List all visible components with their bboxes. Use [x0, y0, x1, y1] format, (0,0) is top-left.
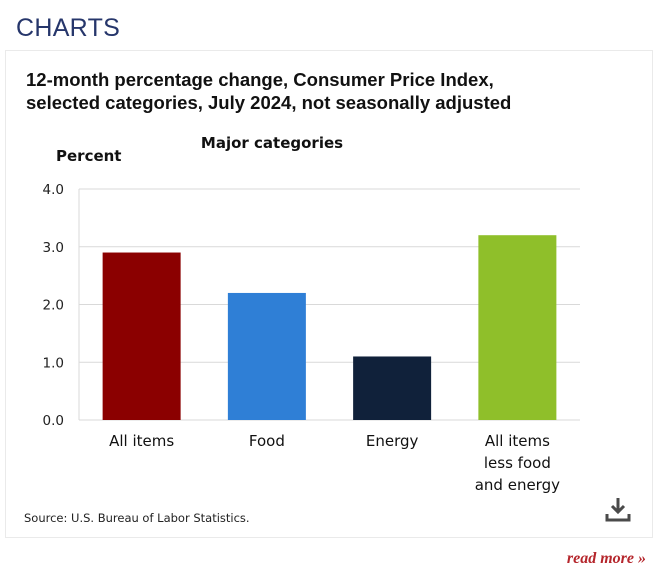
bars: [102, 235, 557, 420]
y-tick-label: 0.0: [43, 413, 64, 429]
x-tick-label: All items: [485, 432, 550, 450]
y-tick-label: 1.0: [43, 355, 64, 371]
chart-labels: 0.0 1.0 2.0 3.0 4.0 All items Food Energy All it…: [43, 182, 561, 494]
bar: [478, 235, 557, 420]
chart-title-line-1: 12-month percentage change, Consumer Pri…: [26, 69, 494, 90]
bar: [102, 252, 181, 420]
read-more-link[interactable]: read more »: [566, 550, 646, 567]
section-title: CHARTS: [16, 14, 121, 42]
x-tick-label: and energy: [475, 476, 560, 494]
bar: [227, 292, 306, 420]
chart-title: 12-month percentage change, Consumer Pri…: [26, 68, 626, 114]
y-axis-label: Percent: [56, 147, 121, 165]
y-tick-label: 4.0: [43, 182, 64, 198]
x-tick-label: less food: [484, 454, 551, 472]
y-tick-label: 2.0: [43, 298, 64, 314]
source-note: Source: U.S. Bureau of Labor Statistics.: [24, 511, 250, 525]
download-icon[interactable]: [603, 494, 633, 524]
chart-subtitle: Major categories: [201, 134, 343, 152]
x-tick-label: Food: [249, 432, 285, 450]
x-tick-label: Energy: [366, 432, 419, 450]
x-tick-label: All items: [109, 432, 174, 450]
bar: [353, 356, 432, 420]
y-tick-label: 3.0: [43, 240, 64, 256]
chart-title-line-2: selected categories, July 2024, not seas…: [26, 92, 512, 113]
